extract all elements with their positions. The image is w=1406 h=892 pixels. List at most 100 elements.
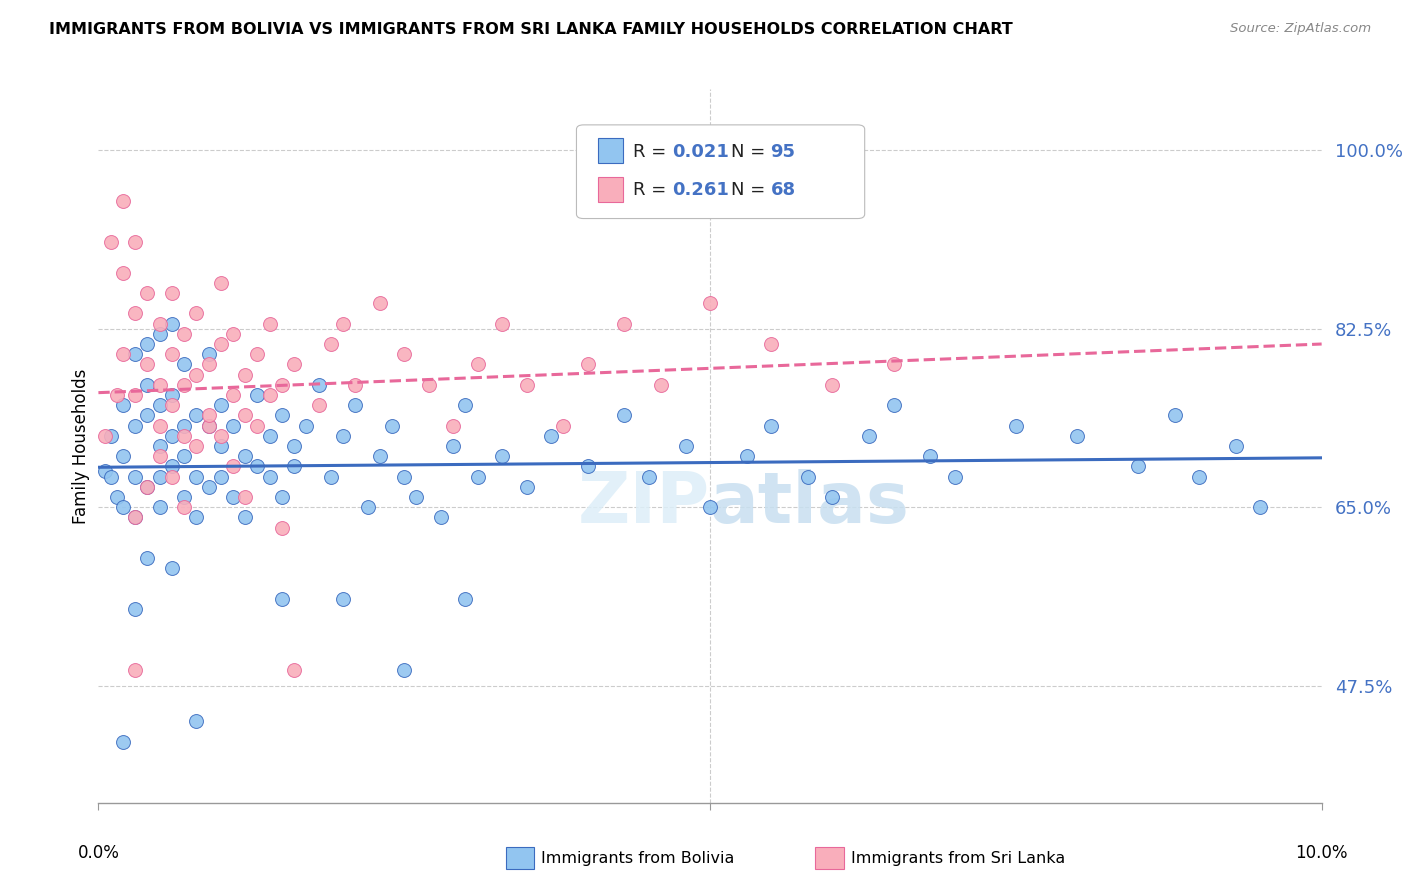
Text: Immigrants from Sri Lanka: Immigrants from Sri Lanka [851, 851, 1064, 865]
Point [332, 317, 354, 331]
Point [1225, 439, 1247, 453]
Point [111, 449, 134, 463]
Text: R =: R = [633, 181, 672, 199]
Point [186, 409, 208, 423]
Point [149, 317, 172, 331]
Point [392, 663, 416, 677]
Point [160, 459, 183, 474]
Point [516, 480, 538, 494]
Point [1004, 418, 1026, 433]
Point [858, 429, 880, 443]
Point [356, 500, 378, 515]
Point [93, 429, 115, 443]
Point [368, 449, 391, 463]
Point [197, 480, 219, 494]
Point [111, 398, 134, 412]
Point [209, 398, 232, 412]
Point [186, 439, 208, 453]
Y-axis label: Family Households: Family Households [72, 368, 90, 524]
Point [136, 337, 159, 351]
Point [149, 377, 172, 392]
Point [173, 358, 195, 372]
Point [699, 500, 721, 515]
Point [344, 398, 367, 412]
Point [124, 306, 146, 320]
Point [637, 469, 661, 483]
Point [160, 561, 183, 575]
Text: 0.021: 0.021 [672, 143, 728, 161]
Point [735, 449, 758, 463]
Point [441, 439, 464, 453]
Point [149, 326, 172, 341]
Point [491, 449, 513, 463]
Point [283, 459, 305, 474]
Point [111, 734, 134, 748]
Text: Immigrants from Bolivia: Immigrants from Bolivia [541, 851, 735, 865]
Point [124, 418, 146, 433]
Point [136, 358, 159, 372]
Point [149, 500, 172, 515]
Point [136, 551, 159, 566]
Point [308, 398, 330, 412]
Point [650, 377, 672, 392]
Point [1164, 409, 1187, 423]
Point [160, 388, 183, 402]
Point [124, 469, 146, 483]
Point [173, 500, 195, 515]
Point [270, 377, 292, 392]
Point [186, 306, 208, 320]
Point [233, 368, 256, 382]
Point [209, 439, 232, 453]
Point [197, 347, 219, 361]
Point [100, 235, 122, 249]
Point [759, 337, 782, 351]
Point [405, 490, 427, 504]
Point [319, 337, 342, 351]
Point [283, 439, 305, 453]
Point [675, 439, 697, 453]
Point [540, 429, 562, 443]
Point [209, 337, 232, 351]
Point [246, 418, 269, 433]
Point [124, 388, 146, 402]
Point [553, 418, 575, 433]
Point [197, 358, 219, 372]
Point [516, 377, 538, 392]
Point [136, 286, 159, 301]
Point [136, 409, 159, 423]
Point [943, 469, 966, 483]
Point [270, 490, 292, 504]
Point [173, 326, 195, 341]
Point [222, 418, 245, 433]
Point [259, 388, 281, 402]
Text: N =: N = [731, 143, 770, 161]
Point [368, 296, 391, 310]
Point [883, 398, 905, 412]
Point [332, 591, 354, 606]
Text: N =: N = [731, 181, 770, 199]
Point [160, 429, 183, 443]
Point [186, 469, 208, 483]
Point [246, 459, 269, 474]
Point [100, 429, 122, 443]
Point [344, 377, 367, 392]
Point [160, 347, 183, 361]
Point [186, 368, 208, 382]
Point [295, 418, 318, 433]
Point [576, 358, 599, 372]
Point [222, 326, 245, 341]
Point [821, 490, 844, 504]
Point [222, 388, 245, 402]
Point [270, 520, 292, 534]
Point [491, 317, 513, 331]
Point [100, 469, 122, 483]
Point [821, 377, 844, 392]
Text: 68: 68 [770, 181, 796, 199]
Point [124, 663, 146, 677]
Point [173, 429, 195, 443]
Point [222, 459, 245, 474]
Point [233, 490, 256, 504]
Point [105, 388, 128, 402]
Point [124, 510, 146, 524]
Point [1128, 459, 1150, 474]
